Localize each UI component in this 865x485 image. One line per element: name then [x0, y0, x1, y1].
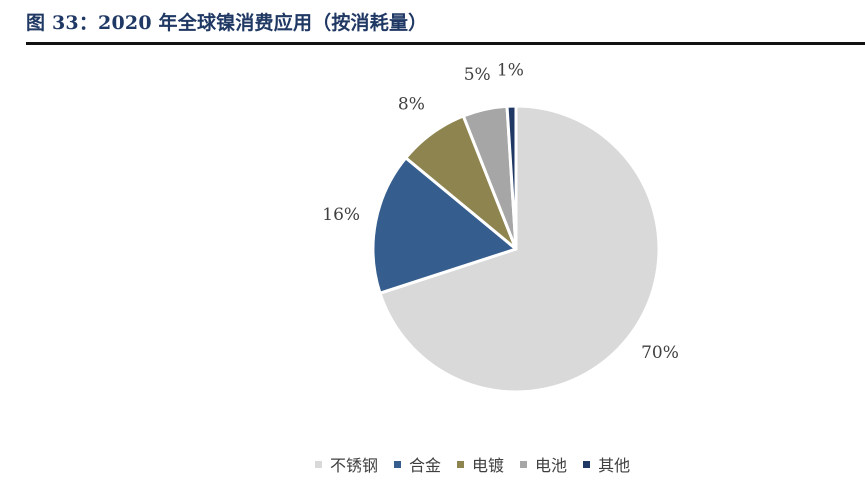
legend-swatch-2 — [457, 460, 465, 468]
pie-slice-1 — [371, 156, 518, 295]
legend-swatch-1 — [394, 460, 402, 468]
legend-item-0: 不锈钢 — [315, 452, 378, 476]
legend-label-4: 其他 — [598, 456, 631, 475]
pie-slice-0 — [378, 104, 661, 394]
legend-label-2: 电镀 — [472, 456, 505, 475]
legend-item-3: 电池 — [520, 452, 567, 476]
legend-item-2: 电镀 — [457, 452, 504, 476]
data-label-1: 16% — [322, 205, 360, 225]
title-divider — [26, 42, 865, 45]
data-label-4: 1% — [497, 61, 524, 81]
data-label-3: 5% — [464, 65, 491, 85]
page-title: 图 33：2020 年全球镍消费应用（按消耗量） — [26, 11, 428, 34]
legend-label-0: 不锈钢 — [330, 456, 379, 475]
pie-data-labels: 70% 16% 8% 5% 1% — [322, 61, 679, 364]
legend-swatch-0 — [315, 460, 322, 468]
chart-legend: 不锈钢 合金 电镀 电池 其他 — [315, 452, 646, 476]
legend-label-1: 合金 — [409, 456, 442, 475]
legend-swatch-3 — [520, 460, 528, 468]
pie-slices — [371, 104, 661, 394]
pie-slice-4 — [505, 104, 518, 251]
data-label-2: 8% — [398, 95, 425, 115]
data-label-0: 70% — [641, 343, 679, 363]
legend-label-3: 电池 — [535, 456, 568, 475]
legend-swatch-4 — [583, 460, 591, 468]
legend-item-4: 其他 — [583, 452, 630, 476]
legend-item-1: 合金 — [394, 452, 441, 476]
